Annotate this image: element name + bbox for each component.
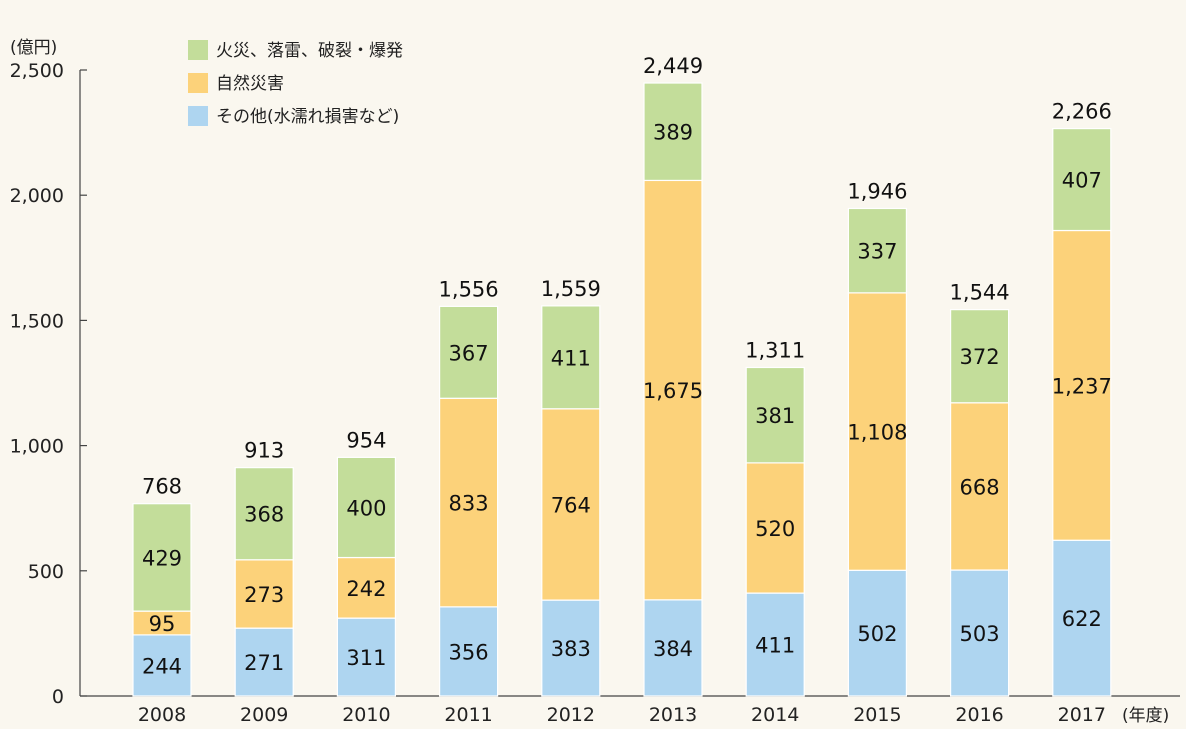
legend-label: その他(水濡れ損害など) bbox=[216, 107, 399, 127]
segment-value-label: 411 bbox=[755, 634, 795, 658]
bar-total-label: 1,556 bbox=[439, 277, 499, 301]
segment-value-label: 271 bbox=[244, 651, 284, 675]
bar-segment bbox=[541, 408, 601, 601]
segment-value-label: 400 bbox=[346, 496, 386, 520]
bar-segment bbox=[847, 292, 908, 571]
bar-segment bbox=[949, 569, 1010, 697]
bar-segment bbox=[643, 179, 703, 601]
segment-value-label: 368 bbox=[244, 503, 284, 527]
x-tick-label: 2009 bbox=[240, 704, 288, 726]
bar-segment bbox=[234, 559, 294, 629]
bar-total-label: 1,946 bbox=[847, 179, 907, 203]
bar-segment bbox=[745, 462, 805, 594]
bar-segment bbox=[1052, 539, 1112, 697]
segment-value-label: 1,108 bbox=[847, 421, 907, 445]
y-axis-ticks: 0 500 1,000 1,500 2,000 2,500 bbox=[10, 60, 87, 708]
segment-value-label: 1,675 bbox=[643, 379, 703, 403]
bar-segment bbox=[234, 627, 294, 697]
bar-segment bbox=[541, 599, 601, 697]
legend-swatch bbox=[188, 73, 208, 93]
x-tick-label: 2010 bbox=[342, 704, 390, 726]
bar-segment bbox=[439, 606, 499, 697]
bar-total-label: 913 bbox=[244, 439, 284, 463]
y-tick-label: 2,000 bbox=[10, 185, 64, 207]
bar-segment bbox=[847, 569, 908, 697]
legend-swatch bbox=[188, 40, 208, 60]
y-tick-label: 1,500 bbox=[10, 310, 64, 332]
y-tick-label: 2,500 bbox=[10, 60, 64, 82]
bar-total-label: 768 bbox=[142, 475, 182, 499]
segment-value-label: 407 bbox=[1062, 169, 1102, 193]
y-tick-label: 1,000 bbox=[10, 436, 64, 458]
segment-value-label: 429 bbox=[142, 546, 182, 570]
x-tick-label: 2017 bbox=[1058, 704, 1106, 726]
segment-value-label: 622 bbox=[1062, 607, 1102, 631]
bar-total-label: 954 bbox=[346, 428, 386, 452]
bar-total-label: 1,544 bbox=[950, 281, 1010, 305]
bar-segment bbox=[949, 402, 1010, 571]
y-axis-unit-label: (億円) bbox=[10, 38, 57, 58]
bar-segment bbox=[1052, 229, 1112, 541]
segment-value-label: 273 bbox=[244, 583, 284, 607]
segment-value-label: 372 bbox=[960, 345, 1000, 369]
x-axis-unit-label: (年度) bbox=[1122, 706, 1169, 726]
legend-swatch bbox=[188, 106, 208, 126]
segment-value-label: 383 bbox=[551, 637, 591, 661]
bar-total-label: 2,449 bbox=[643, 54, 703, 78]
x-tick-label: 2016 bbox=[955, 704, 1003, 726]
x-tick-label: 2013 bbox=[649, 704, 697, 726]
bar-segment bbox=[132, 634, 192, 697]
bar-segment bbox=[439, 397, 499, 608]
segment-value-label: 242 bbox=[346, 577, 386, 601]
segment-value-label: 503 bbox=[960, 622, 1000, 646]
bar-segment bbox=[439, 305, 499, 399]
y-tick-label: 0 bbox=[52, 686, 64, 708]
segment-value-label: 337 bbox=[857, 240, 897, 264]
segment-value-label: 384 bbox=[653, 637, 693, 661]
segment-value-label: 367 bbox=[449, 341, 489, 365]
x-tick-label: 2011 bbox=[444, 704, 492, 726]
segment-value-label: 411 bbox=[551, 346, 591, 370]
segment-value-label: 311 bbox=[346, 646, 386, 670]
bar-segment bbox=[541, 305, 601, 410]
bar-total-label: 1,311 bbox=[745, 338, 805, 362]
y-tick-label: 500 bbox=[28, 561, 64, 583]
bar-segment bbox=[132, 503, 192, 612]
bar-segment bbox=[234, 467, 294, 561]
bar-total-label: 1,559 bbox=[541, 277, 601, 301]
bar-segment bbox=[745, 366, 805, 464]
legend-label: 火災、落雷、破裂・爆発 bbox=[216, 41, 403, 61]
bars-group: 244 95 429 768 271 273 368 913 311 242 400 954 356 83… bbox=[132, 54, 1112, 697]
segment-value-label: 1,237 bbox=[1052, 374, 1112, 398]
bar-segment bbox=[745, 592, 805, 697]
segment-value-label: 668 bbox=[960, 475, 1000, 499]
segment-value-label: 244 bbox=[142, 654, 182, 678]
bar-segment bbox=[847, 207, 908, 294]
bar-segment bbox=[643, 82, 703, 182]
bar-segment bbox=[1052, 127, 1112, 232]
bar-total-label: 2,266 bbox=[1052, 100, 1112, 124]
segment-value-label: 833 bbox=[449, 492, 489, 516]
bar-segment bbox=[643, 599, 703, 697]
segment-value-label: 502 bbox=[857, 622, 897, 646]
segment-value-label: 520 bbox=[755, 517, 795, 541]
x-tick-label: 2012 bbox=[547, 704, 595, 726]
segment-value-label: 356 bbox=[449, 640, 489, 664]
bar-segment bbox=[949, 309, 1010, 404]
segment-value-label: 389 bbox=[653, 121, 693, 145]
x-tick-label: 2015 bbox=[853, 704, 901, 726]
segment-value-label: 381 bbox=[755, 404, 795, 428]
legend-label: 自然災害 bbox=[216, 74, 284, 94]
x-tick-label: 2008 bbox=[138, 704, 186, 726]
segment-value-label: 95 bbox=[149, 612, 176, 636]
x-axis-ticks: 2008 2009 2010 2011 2012 2013 2014 2015 2016 2017 bbox=[138, 704, 1106, 726]
x-tick-label: 2014 bbox=[751, 704, 799, 726]
segment-value-label: 764 bbox=[551, 493, 591, 517]
bar-segment bbox=[336, 456, 396, 559]
